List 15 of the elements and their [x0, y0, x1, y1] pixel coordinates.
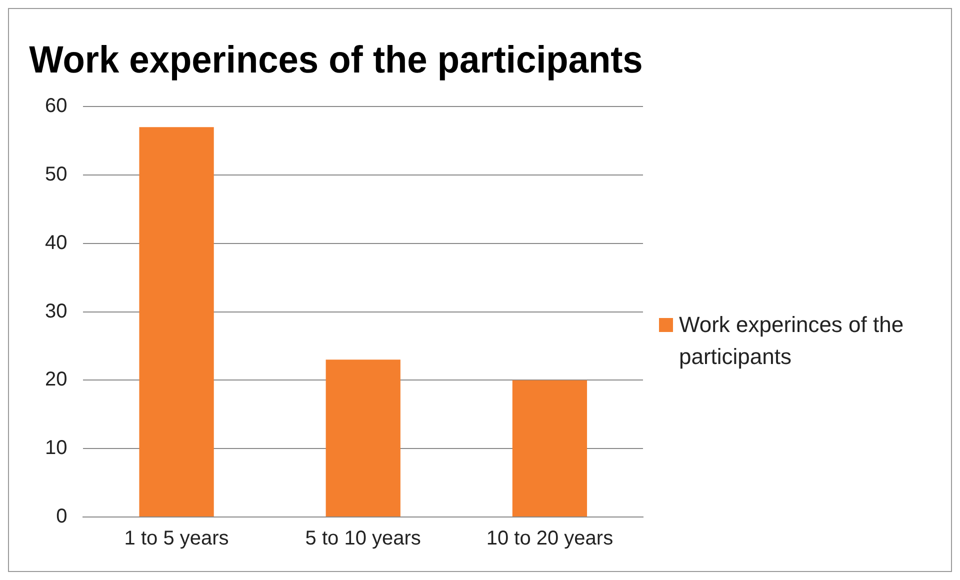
bar [512, 380, 588, 516]
y-tick-label: 30 [44, 300, 68, 322]
y-tick-label: 10 [44, 437, 68, 460]
x-tick-label: 10 to 20 years [486, 528, 614, 550]
x-tick-label: 1 to 5 years [124, 528, 229, 550]
y-tick-label: 40 [44, 232, 68, 254]
y-tick-label: 50 [44, 164, 68, 186]
x-tick-label: 5 to 10 years [305, 528, 421, 550]
chart-title: Work experinces of the participants [29, 38, 643, 80]
y-tick-label: 0 [56, 506, 68, 528]
bar [139, 127, 214, 516]
bar [326, 360, 400, 516]
y-tick-label: 60 [44, 95, 68, 118]
legend-label: Work experinces of the participants [679, 311, 905, 371]
y-tick-label: 20 [44, 368, 68, 391]
